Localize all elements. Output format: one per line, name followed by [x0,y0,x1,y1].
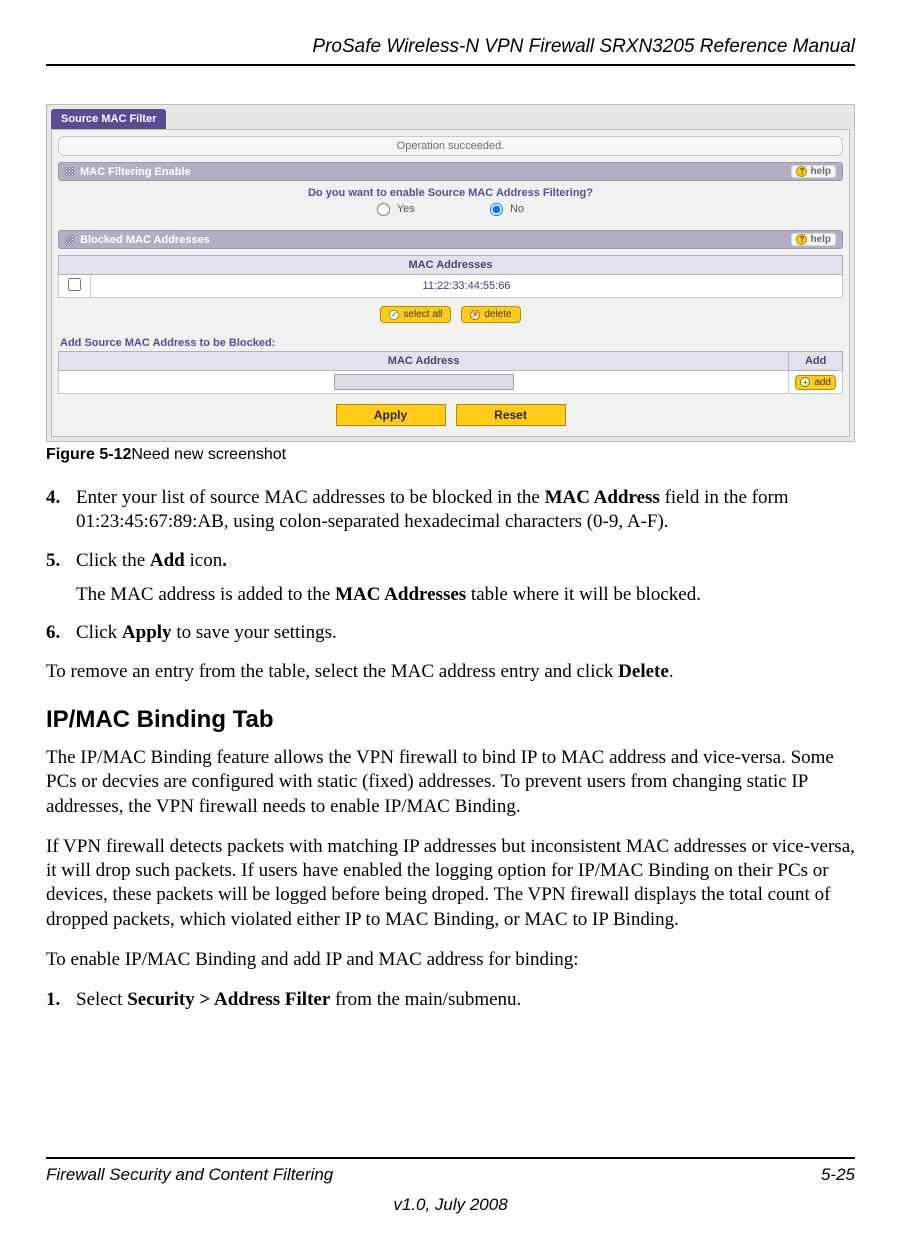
remove-paragraph: To remove an entry from the table, selec… [46,660,855,684]
button-label: delete [484,309,511,320]
mac-cell: 11:22:33:44:55:66 [91,275,843,298]
grip-icon [65,235,74,244]
row-checkbox[interactable] [68,278,81,291]
add-col-header: Add [789,352,843,371]
help-icon: ? [796,166,807,177]
page-footer: Firewall Security and Content Filtering … [46,1157,855,1215]
screenshot-panel: Source MAC Filter Operation succeeded. M… [46,104,855,442]
add-header: MAC Address [59,352,789,371]
footer-left: Firewall Security and Content Filtering [46,1165,333,1185]
radio-no[interactable]: No [490,203,524,215]
radio-yes[interactable]: Yes [377,203,415,215]
step-1b: 1. Select Security > Address Filter from… [46,988,855,1012]
table-row[interactable]: 11:22:33:44:55:66 [59,275,843,298]
tab-source-mac-filter[interactable]: Source MAC Filter [51,109,166,129]
help-link[interactable]: ?help [791,233,836,246]
paragraph-1: The IP/MAC Binding feature allows the VP… [46,746,855,819]
grip-icon [65,167,74,176]
status-message: Operation succeeded. [58,136,843,156]
section-mac-filtering-enable: MAC Filtering Enable ?help [58,162,843,181]
check-icon: ✓ [389,310,399,320]
step-number: 4. [46,486,76,535]
paragraph-3: To enable IP/MAC Binding and add IP and … [46,948,855,972]
paragraph-2: If VPN firewall detects packets with mat… [46,835,855,932]
step-5-follow: The MAC address is added to the MAC Addr… [76,583,855,607]
help-icon: ? [796,234,807,245]
reset-button[interactable]: Reset [456,404,566,426]
step-6: 6. Click Apply to save your settings. [46,621,855,645]
heading-ipmac: IP/MAC Binding Tab [46,706,855,734]
help-link[interactable]: ?help [791,165,836,178]
plus-icon: + [800,377,810,387]
footer-version: v1.0, July 2008 [46,1195,855,1215]
radio-yes-label: Yes [397,203,415,215]
step-number: 6. [46,621,76,645]
mac-addresses-table: MAC Addresses 11:22:33:44:55:66 [58,255,843,298]
mac-table-header: MAC Addresses [59,256,843,275]
apply-button[interactable]: Apply [336,404,446,426]
footer-page: 5-25 [821,1165,855,1185]
x-icon: ✕ [470,310,480,320]
delete-button[interactable]: ✕ delete [461,306,520,323]
radio-no-label: No [510,203,524,215]
mac-address-input[interactable] [334,374,514,390]
step-number: 1. [46,988,76,1012]
enable-question: Do you want to enable Source MAC Address… [58,181,843,201]
step-4: 4. Enter your list of source MAC address… [46,486,855,535]
step-5: 5. Click the Add icon. [46,549,855,573]
section-title: Blocked MAC Addresses [80,234,210,246]
section-title: MAC Filtering Enable [80,166,191,178]
add-section-label: Add Source MAC Address to be Blocked: [58,329,843,351]
button-label: select all [403,309,442,320]
page-header: ProSafe Wireless-N VPN Firewall SRXN3205… [46,36,855,66]
add-mac-table: MAC Address Add + add [58,351,843,394]
button-label: add [814,377,831,388]
help-label: help [810,166,831,177]
figure-caption: Figure 5-12Need new screenshot [46,446,855,464]
help-label: help [810,234,831,245]
step-number: 5. [46,549,76,573]
section-blocked-mac: Blocked MAC Addresses ?help [58,230,843,249]
select-all-button[interactable]: ✓ select all [380,306,451,323]
add-button[interactable]: + add [795,375,836,390]
